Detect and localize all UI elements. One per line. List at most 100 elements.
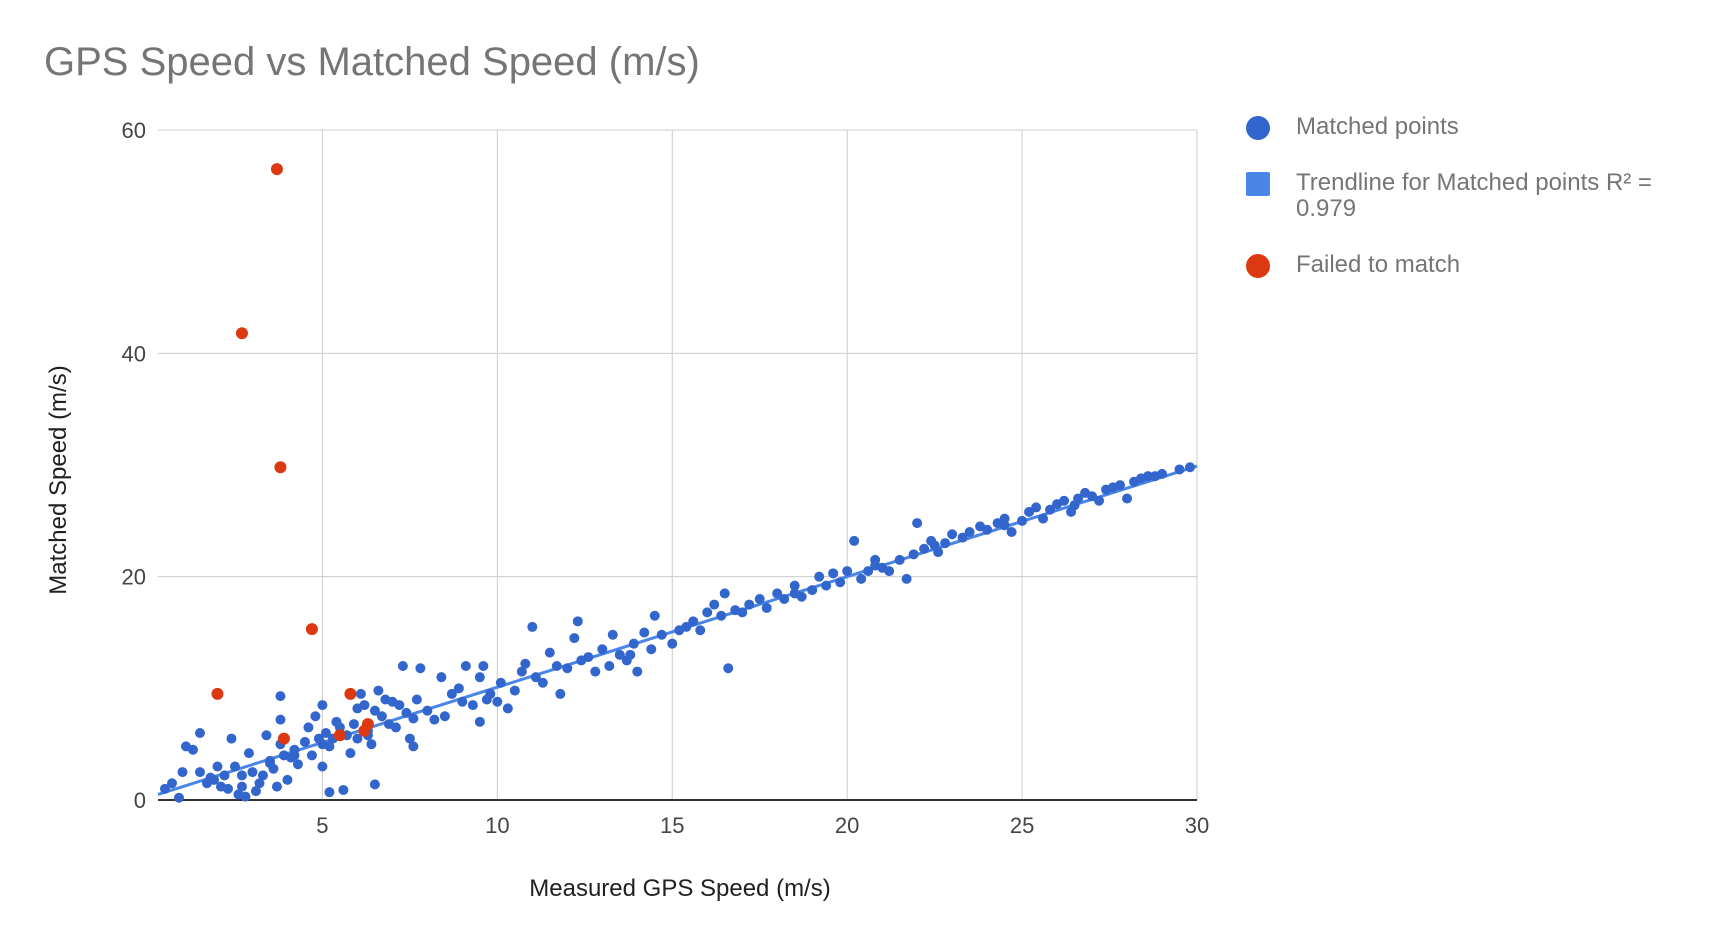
matched-point: [292, 759, 303, 770]
matched-point: [397, 661, 408, 671]
matched-point: [275, 691, 286, 702]
matched-point: [1174, 464, 1185, 475]
matched-point: [166, 778, 177, 789]
matched-point: [369, 779, 380, 790]
matched-point: [562, 663, 573, 674]
matched-point: [460, 661, 471, 671]
matched-point: [317, 700, 328, 711]
matched-point: [789, 580, 800, 591]
matched-point: [688, 616, 699, 627]
matched-point: [429, 714, 440, 725]
failed-point: [274, 461, 287, 474]
matched-point: [376, 711, 387, 722]
matched-point: [478, 661, 489, 671]
matched-point: [236, 770, 247, 781]
matched-point: [173, 792, 184, 803]
matched-point: [516, 666, 527, 677]
matched-point: [250, 786, 261, 797]
grid-lines: [158, 129, 1198, 800]
matched-point: [303, 722, 314, 733]
x-tick-label: 30: [1185, 813, 1209, 838]
matched-point: [320, 728, 331, 738]
matched-point: [520, 658, 531, 669]
matched-point: [656, 629, 667, 640]
matched-point: [625, 649, 636, 660]
matched-point: [359, 700, 370, 711]
matched-point: [814, 571, 825, 582]
matched-point: [474, 672, 485, 683]
matched-point: [404, 733, 415, 744]
matched-point: [310, 711, 321, 722]
matched-point: [446, 688, 457, 699]
failed-point: [344, 687, 357, 700]
legend: Matched points Trendline for Matched poi…: [1246, 114, 1686, 308]
matched-point: [604, 661, 615, 671]
matched-point: [187, 744, 198, 755]
matched-point: [222, 783, 233, 794]
matched-point: [821, 580, 832, 591]
matched-point: [369, 705, 380, 716]
matched-point: [457, 696, 468, 707]
legend-marker-trendline: [1246, 172, 1270, 196]
matched-point: [467, 700, 478, 711]
matched-point: [835, 577, 846, 588]
matched-point: [772, 588, 783, 599]
matched-point: [999, 520, 1010, 531]
matched-point: [194, 767, 205, 778]
legend-marker-matched: [1246, 116, 1270, 140]
x-tick-label: 10: [485, 813, 509, 838]
matched-point: [247, 767, 258, 778]
matched-point: [849, 535, 860, 546]
matched-point: [1185, 462, 1196, 473]
matched-point: [719, 588, 730, 599]
matched-point: [530, 672, 541, 683]
legend-item-failed: Failed to match: [1246, 252, 1686, 278]
matched-point: [1045, 504, 1056, 515]
legend-label-failed: Failed to match: [1296, 251, 1461, 278]
matched-point: [338, 784, 349, 795]
matched-point: [695, 625, 706, 636]
matched-point: [271, 781, 282, 792]
matched-point: [929, 540, 940, 551]
matched-point: [177, 767, 188, 778]
matched-point: [639, 627, 650, 638]
matched-point: [744, 599, 755, 610]
matched-point: [226, 733, 237, 744]
matched-point: [345, 748, 356, 759]
matched-point: [908, 549, 919, 560]
matched-point: [243, 748, 254, 759]
matched-point: [537, 677, 548, 688]
matched-point: [509, 685, 520, 696]
matched-point: [212, 761, 223, 772]
x-tick-label: 25: [1010, 813, 1034, 838]
failed-point: [277, 732, 290, 745]
matched-point: [1157, 468, 1168, 479]
matched-point: [919, 543, 930, 554]
matched-point: [481, 694, 492, 705]
matched-point: [317, 739, 328, 750]
x-tick-label: 5: [316, 813, 328, 838]
matched-point: [474, 716, 485, 727]
matched-point: [373, 685, 384, 696]
matched-point: [614, 649, 625, 660]
matched-point: [1059, 495, 1070, 506]
matched-point: [317, 761, 328, 772]
matched-point: [439, 711, 450, 722]
matched-point: [901, 573, 912, 584]
matched-point: [632, 666, 643, 677]
matched-point: [1038, 513, 1049, 524]
matched-point: [870, 554, 881, 565]
matched-point: [436, 672, 447, 683]
matched-point: [502, 703, 513, 714]
matched-point: [597, 644, 608, 655]
matched-point: [355, 688, 366, 699]
matched-point: [828, 568, 839, 579]
matched-point: [842, 566, 853, 577]
matched-point: [194, 728, 205, 738]
legend-item-matched: Matched points: [1246, 114, 1686, 140]
matched-point: [159, 783, 170, 794]
matched-point: [408, 741, 419, 752]
y-axis-label: Matched Speed (m/s): [45, 365, 72, 594]
matched-point: [264, 758, 275, 769]
matched-point: [555, 688, 566, 699]
